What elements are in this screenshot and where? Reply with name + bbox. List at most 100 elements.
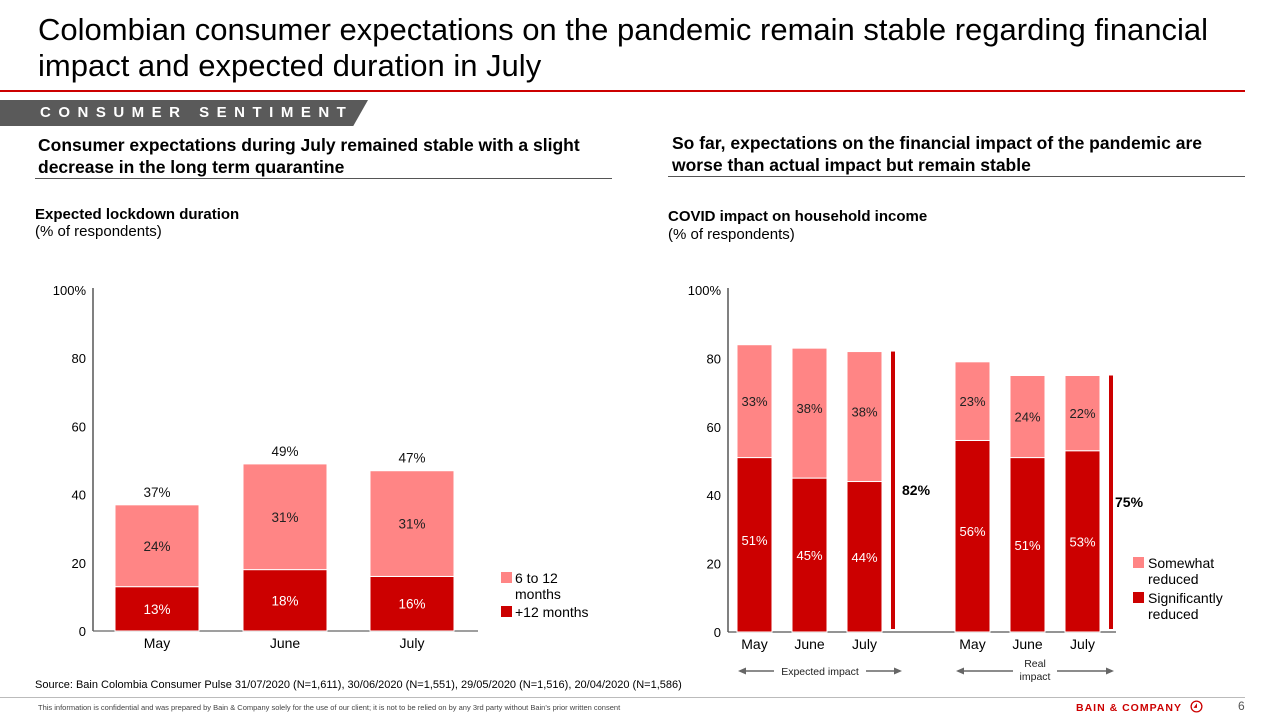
bar-segment-somewhat-reduced (791, 347, 828, 479)
legend-swatch-plus12 (501, 606, 512, 617)
bar-segment-label: 23% (959, 394, 985, 409)
bar-segment-label: 44% (851, 550, 877, 565)
x-tick-label: June (1012, 636, 1043, 652)
total-bracket-bar (891, 351, 895, 629)
bain-logo-icon (1190, 700, 1203, 713)
bar-segment-significantly-reduced (846, 481, 883, 633)
bar-segment-somewhat-reduced (954, 361, 991, 441)
bar-segment-label: 45% (796, 548, 822, 563)
bar-segment-label: 31% (398, 517, 425, 532)
x-tick-label: May (959, 636, 985, 652)
arrow-left-icon (956, 667, 964, 675)
x-tick-label: May (741, 636, 767, 652)
bar-segment-somewhat-reduced (736, 344, 773, 459)
bar-segment-significantly-reduced (1064, 450, 1101, 633)
bar-segment-6to12 (369, 470, 455, 577)
bar-segment-somewhat-reduced (1009, 375, 1046, 459)
legend-swatch-significantly-reduced (1133, 592, 1144, 603)
y-tick-label: 100% (53, 283, 87, 298)
bain-logo: BAIN & COMPANY (1076, 700, 1203, 714)
lockdown-duration-chart: 0 20 40 60 80 100% 13% 24% 37% May 18% 31% 49% June 16… (53, 283, 589, 651)
y-tick-label: 60 (707, 420, 721, 435)
bar-segment-label: 24% (143, 539, 170, 554)
bar-segment-plus12 (242, 569, 328, 632)
bar-segment-label: 16% (398, 597, 425, 612)
y-tick-label: 40 (707, 488, 721, 503)
x-tick-label: July (852, 636, 877, 652)
total-bracket-bar (1109, 375, 1113, 629)
bar-segment-somewhat-reduced (846, 351, 883, 483)
y-tick-label: 40 (72, 488, 86, 503)
bar-segment-label: 38% (851, 405, 877, 420)
bar-segment-significantly-reduced (1009, 457, 1046, 633)
bar-segment-significantly-reduced (736, 457, 773, 633)
confidentiality-note: This information is confidential and was… (38, 703, 621, 712)
bar-segment-label: 13% (143, 602, 170, 617)
total-bracket-label: 82% (902, 482, 931, 498)
group-label: impact (1020, 671, 1051, 683)
x-tick-label: July (1070, 636, 1095, 652)
legend-label: reduced (1148, 606, 1199, 622)
left-chart-subtitle: (% of respondents) (35, 223, 162, 240)
section-tag: CONSUMER SENTIMENT (0, 100, 368, 126)
legend-swatch-6to12 (501, 572, 512, 583)
section-tag-label: CONSUMER SENTIMENT (40, 104, 354, 121)
y-tick-label: 0 (79, 624, 86, 639)
bar-segment-somewhat-reduced (1064, 375, 1101, 452)
legend-label: 6 to 12 (515, 570, 558, 586)
x-tick-label: July (400, 635, 425, 651)
total-bracket-label: 75% (1115, 494, 1144, 510)
bar-segment-label: 18% (271, 593, 298, 608)
bar-segment-plus12 (114, 586, 200, 632)
bar-segment-label: 51% (741, 533, 767, 548)
footer-divider (0, 697, 1245, 698)
y-tick-label: 20 (707, 557, 721, 572)
right-chart-subtitle: (% of respondents) (668, 226, 795, 243)
y-tick-label: 100% (688, 283, 722, 298)
legend-label: +12 months (515, 604, 589, 620)
right-chart-title: COVID impact on household income (668, 208, 928, 225)
source-note: Source: Bain Colombia Consumer Pulse 31/… (35, 679, 682, 691)
arrow-left-icon (738, 667, 746, 675)
left-subheading: Consumer expectations during July remain… (38, 135, 580, 177)
title-divider (0, 90, 1245, 92)
legend-label: Significantly (1148, 590, 1223, 606)
y-tick-label: 80 (72, 351, 86, 366)
right-subheading-rule (668, 176, 1245, 177)
bar-segment-label: 51% (1014, 538, 1040, 553)
y-tick-label: 60 (72, 419, 86, 434)
left-subheading-rule (35, 178, 612, 179)
bar-segment-label: 31% (271, 510, 298, 525)
bar-segment-6to12 (242, 463, 328, 571)
bar-segment-label: 22% (1069, 406, 1095, 421)
legend-label: Somewhat (1148, 555, 1214, 571)
group-label: Real (1024, 658, 1046, 670)
arrow-right-icon (894, 667, 902, 675)
legend-label: months (515, 586, 561, 602)
bar-segment-significantly-reduced (791, 477, 828, 633)
page-title: Colombian consumer expectations on the p… (38, 12, 1209, 83)
page-number: 6 (1238, 699, 1245, 713)
bar-total-label: 49% (271, 444, 298, 459)
bar-segment-label: 53% (1069, 534, 1095, 549)
bar-segment-label: 56% (959, 524, 985, 539)
bar-total-label: 47% (398, 451, 425, 466)
right-subheading: So far, expectations on the financial im… (672, 133, 1202, 175)
y-tick-label: 0 (714, 625, 721, 640)
household-income-chart: 0 20 40 60 80 100% 51% 33% May 45% 38% June 44% 38% Ju… (688, 283, 1223, 683)
bar-segment-label: 24% (1014, 410, 1040, 425)
group-label: Expected impact (781, 666, 859, 678)
y-tick-label: 80 (707, 351, 721, 366)
bar-segment-plus12 (369, 575, 455, 632)
y-tick-label: 20 (72, 556, 86, 571)
bar-segment-label: 33% (741, 394, 767, 409)
left-chart-title: Expected lockdown duration (35, 206, 240, 223)
arrow-right-icon (1106, 667, 1114, 675)
x-tick-label: June (270, 635, 301, 651)
bar-segment-significantly-reduced (954, 439, 991, 633)
bar-segment-6to12 (114, 504, 200, 588)
x-tick-label: June (794, 636, 825, 652)
bain-logo-text: BAIN & COMPANY (1076, 702, 1182, 714)
legend-label: reduced (1148, 571, 1199, 587)
bar-segment-label: 38% (796, 401, 822, 416)
